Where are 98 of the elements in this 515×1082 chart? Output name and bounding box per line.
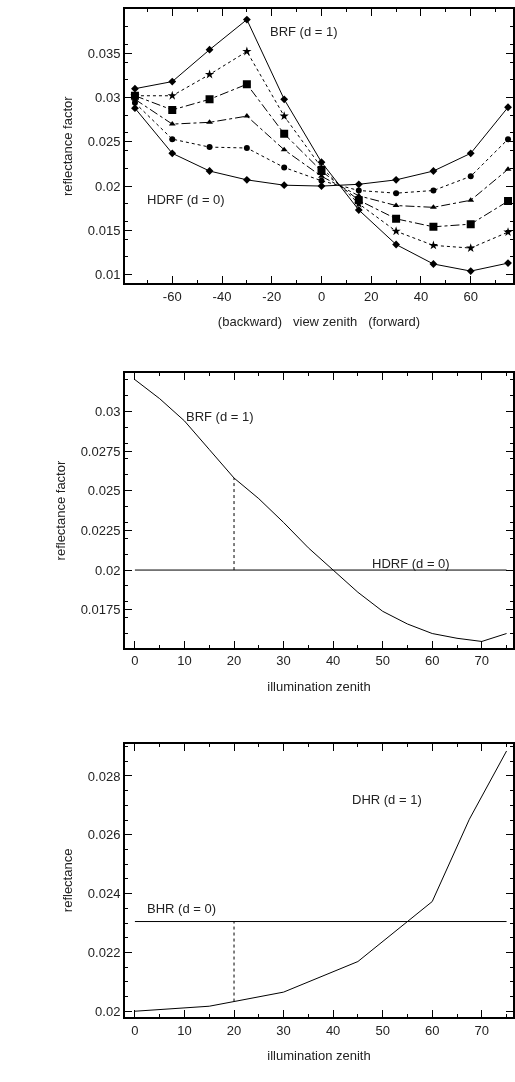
point — [242, 175, 251, 184]
x-tick-label: -40 — [212, 289, 232, 305]
x-tick-label: 40 — [325, 653, 341, 669]
x-tick-label: 40 — [325, 1022, 341, 1038]
point — [504, 259, 512, 268]
point — [169, 136, 176, 143]
y-tick-label: 0.02 — [95, 562, 121, 578]
y-tick-label: 0.0175 — [80, 602, 121, 618]
point — [280, 129, 289, 138]
point — [168, 105, 177, 114]
point — [430, 187, 437, 194]
point — [429, 260, 438, 268]
annotation: BHR (d = 0) — [147, 901, 216, 916]
y-tick-label: 0.02 — [95, 178, 121, 194]
x-axis-title: illumination zenith — [267, 678, 371, 694]
point — [131, 99, 138, 106]
y-tick-label: 0.025 — [87, 483, 121, 499]
point — [504, 103, 512, 112]
y-tick-label: 0.015 — [87, 222, 121, 238]
point — [168, 149, 177, 158]
point — [242, 15, 251, 24]
point — [504, 197, 513, 206]
x-tick-label: 20 — [226, 653, 242, 669]
annotation: HDRF (d = 0) — [147, 192, 225, 207]
y-tick-label: 0.03 — [95, 90, 121, 106]
point — [392, 240, 400, 249]
x-tick-label: 60 — [425, 1022, 440, 1038]
point — [392, 202, 400, 208]
y-tick-label: 0.0275 — [80, 443, 121, 459]
y-tick-label: 0.02 — [95, 1003, 121, 1019]
y-tick-label: 0.03 — [95, 403, 121, 419]
x-tick-label: 50 — [375, 1022, 390, 1038]
x-tick-label: 70 — [474, 653, 490, 669]
point — [317, 167, 326, 176]
x-tick-label: 10 — [177, 1022, 192, 1038]
point — [429, 222, 438, 231]
point — [205, 95, 214, 104]
x-tick-label: 0 — [131, 653, 139, 669]
point — [280, 95, 289, 104]
point — [505, 136, 512, 143]
point — [279, 111, 289, 121]
point — [466, 220, 475, 229]
y-tick-label: 0.026 — [87, 827, 121, 843]
y-tick-label: 0.035 — [87, 45, 121, 61]
point — [131, 84, 139, 93]
x-tick-label: 0 — [131, 1022, 139, 1038]
y-tick-label: 0.025 — [87, 134, 121, 150]
point — [242, 80, 251, 89]
point — [467, 173, 474, 180]
annotation: BRF (d = 1) — [270, 24, 338, 39]
annotation: BRF (d = 1) — [186, 409, 254, 424]
point — [392, 214, 401, 223]
x-tick-label: 30 — [276, 653, 291, 669]
x-tick-label: 70 — [474, 1022, 490, 1038]
point — [429, 167, 438, 175]
y-tick-label: 0.01 — [95, 267, 121, 283]
x-axis-title: (backward) view zenith (forward) — [217, 314, 421, 330]
x-tick-label: 20 — [226, 1022, 242, 1038]
y-axis-title: reflectance factor — [53, 460, 69, 561]
x-tick-label: 30 — [276, 1022, 291, 1038]
point — [317, 182, 326, 190]
point — [242, 46, 252, 56]
point — [280, 181, 289, 190]
point — [131, 104, 139, 113]
x-tick-label: 0 — [317, 289, 326, 305]
point — [393, 190, 400, 197]
y-axis-title: reflectance — [60, 848, 76, 913]
point — [281, 164, 288, 171]
x-tick-label: -20 — [262, 289, 282, 305]
point — [466, 149, 475, 158]
point — [243, 145, 250, 151]
point — [204, 69, 215, 79]
x-tick-label: 60 — [463, 289, 478, 305]
point — [354, 206, 363, 214]
point — [167, 90, 177, 100]
point — [392, 175, 400, 184]
x-tick-label: 10 — [177, 653, 192, 669]
point — [354, 180, 363, 189]
x-tick-label: 50 — [375, 653, 390, 669]
y-tick-label: 0.0225 — [80, 522, 121, 538]
y-tick-label: 0.022 — [87, 944, 121, 960]
point — [428, 240, 439, 250]
x-tick-label: 40 — [413, 289, 429, 305]
y-axis-title: reflectance factor — [60, 95, 76, 197]
x-tick-label: -60 — [162, 289, 182, 305]
y-tick-label: 0.024 — [87, 886, 121, 902]
annotation: DHR (d = 1) — [352, 792, 422, 807]
point — [205, 45, 214, 54]
point — [206, 144, 213, 151]
x-tick-label: 20 — [364, 289, 379, 305]
point — [168, 77, 177, 86]
point — [205, 167, 214, 175]
x-tick-label: 60 — [425, 653, 440, 669]
point — [466, 267, 475, 275]
annotation: HDRF (d = 0) — [372, 556, 450, 571]
point — [355, 187, 362, 194]
y-tick-label: 0.028 — [87, 768, 121, 784]
x-axis-title: illumination zenith — [267, 1047, 371, 1063]
